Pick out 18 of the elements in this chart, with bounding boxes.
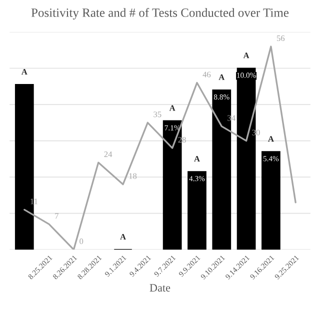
annotation: A <box>21 68 28 74</box>
data-label: 7 <box>55 213 59 219</box>
annotation: A <box>268 136 274 142</box>
data-label: 28 <box>178 136 186 143</box>
annotation: A <box>218 74 225 80</box>
data-label: 56 <box>276 35 285 42</box>
x-axis-title: Date <box>150 284 170 292</box>
data-label: 46 <box>202 72 211 78</box>
data-label: 0 <box>80 238 84 244</box>
annotation: A <box>243 52 250 58</box>
chart-title: Positivity Rate and # of Tests Conducted over Time <box>31 8 289 20</box>
data-label: 18 <box>129 173 137 179</box>
annotation: A <box>194 156 200 162</box>
annotation: A <box>169 105 176 111</box>
data-label: 35 <box>154 112 162 118</box>
data-label: 11 <box>30 198 38 204</box>
data-label: 24 <box>104 151 112 158</box>
annotation: A <box>120 234 126 240</box>
